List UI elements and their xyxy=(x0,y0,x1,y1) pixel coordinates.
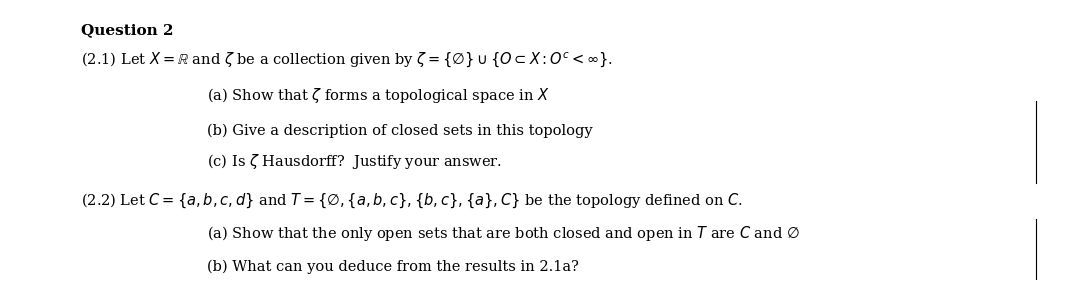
Text: (a) Show that the only open sets that are both closed and open in $T$ are $C$ an: (a) Show that the only open sets that ar… xyxy=(207,224,800,243)
Text: (a) Show that $\zeta$ forms a topological space in $X$: (a) Show that $\zeta$ forms a topologica… xyxy=(207,86,550,105)
Text: (2.2) Let $C = \{a, b, c, d\}$ and $T = \{\emptyset, \{a, b, c\}, \{b, c\}, \{a\: (2.2) Let $C = \{a, b, c, d\}$ and $T = … xyxy=(81,191,743,210)
Text: (2.1) Let $X = \mathbb{R}$ and $\zeta$ be a collection given by $\zeta = \{\empt: (2.1) Let $X = \mathbb{R}$ and $\zeta$ b… xyxy=(81,51,613,70)
Text: (c) Is $\zeta$ Hausdorff?  Justify your answer.: (c) Is $\zeta$ Hausdorff? Justify your a… xyxy=(207,152,502,171)
Text: (b) Give a description of closed sets in this topology: (b) Give a description of closed sets in… xyxy=(207,124,593,138)
Text: (b) What can you deduce from the results in 2.1a?: (b) What can you deduce from the results… xyxy=(207,260,579,274)
Text: Question 2: Question 2 xyxy=(81,24,174,37)
